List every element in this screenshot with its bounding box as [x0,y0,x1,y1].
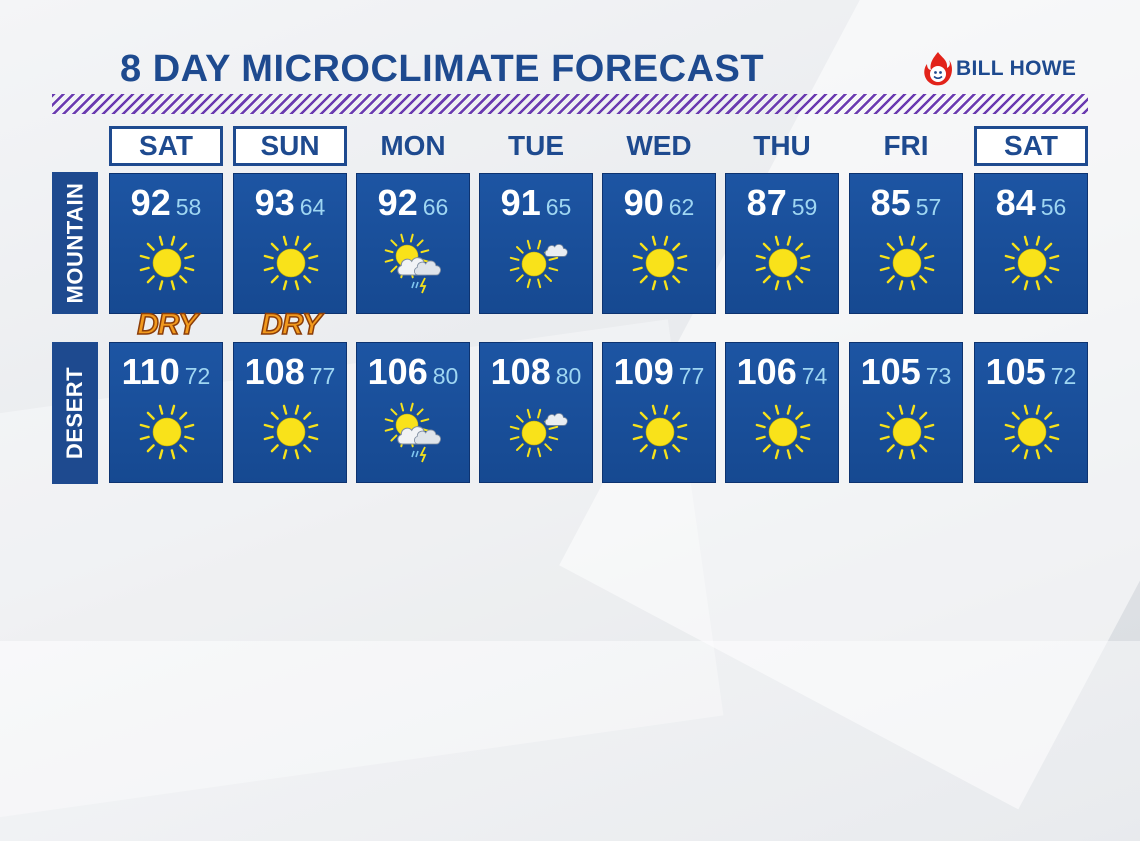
high-temp: 108 [244,351,305,392]
low-temp: 56 [1040,194,1067,220]
high-temp: 92 [377,182,418,223]
forecast-card-mountain: 92 66 [356,173,470,314]
sunny-icon [879,235,935,291]
low-temp: 77 [678,363,705,389]
day-header-mon: MON [380,130,446,161]
day-header-sat: SAT [974,126,1088,166]
low-temp: 74 [801,363,828,389]
low-temp: 66 [422,194,449,220]
sunny-icon [755,404,811,460]
high-temp: 105 [860,351,921,392]
temperature-pair: 91 65 [480,182,592,224]
mostly-sunny-icon [509,408,568,458]
thunderstorm-icon [384,402,441,463]
decorative-stripe [52,94,1088,114]
temperature-pair: 92 66 [357,182,469,224]
forecast-card-mountain: 85 57 [849,173,963,314]
forecast-card-desert: 106 80 [356,342,470,483]
sunny-icon [879,404,935,460]
low-temp: 62 [668,194,695,220]
high-temp: 91 [500,182,541,223]
day-header-thu: THU [753,130,811,161]
high-temp: 92 [130,182,171,223]
flame-mascot-icon [924,52,952,86]
forecast-card-desert: 106 74 [725,342,839,483]
sunny-icon [632,404,688,460]
high-temp: 85 [870,182,911,223]
low-temp: 64 [299,194,326,220]
row-label-mountain: MOUNTAIN [52,172,98,314]
high-temp: 106 [367,351,428,392]
temperature-pair: 93 64 [234,182,346,224]
forecast-card-mountain: 92 58 [109,173,223,314]
temperature-pair: 105 73 [850,351,962,393]
forecast-card-mountain: 87 59 [725,173,839,314]
forecast-card-mountain: 91 65 [479,173,593,314]
high-temp: 84 [995,182,1036,223]
temperature-pair: 92 58 [110,182,222,224]
forecast-card-desert: 105 72 [974,342,1088,483]
forecast-card-desert: 109 77 [602,342,716,483]
sunny-icon [263,235,319,291]
low-temp: 80 [555,363,582,389]
high-temp: 109 [613,351,674,392]
sunny-icon [755,235,811,291]
temperature-pair: 108 80 [480,351,592,393]
high-temp: 93 [254,182,295,223]
mostly-sunny-icon [509,239,568,289]
dry-label: DRY [136,308,198,341]
sunny-icon [1004,235,1060,291]
temperature-pair: 84 56 [975,182,1087,224]
low-temp: 72 [1050,363,1077,389]
sponsor-name: BILL HOWE [956,57,1077,80]
high-temp: 90 [623,182,664,223]
day-header-wed: WED [626,130,692,161]
low-temp: 77 [309,363,336,389]
temperature-pair: 85 57 [850,182,962,224]
low-temp: 59 [791,194,818,220]
thunderstorm-icon [384,233,441,294]
sunny-icon [263,404,319,460]
high-temp: 110 [121,351,180,392]
forecast-card-desert: 105 73 [849,342,963,483]
temperature-pair: 106 74 [726,351,838,393]
sunny-icon [139,404,195,460]
temperature-pair: 90 62 [603,182,715,224]
temperature-pair: 106 80 [357,351,469,393]
day-header-tue: TUE [508,130,564,161]
temperature-pair: 109 77 [603,351,715,393]
low-temp: 57 [915,194,942,220]
sunny-icon [632,235,688,291]
forecast-card-mountain: 84 56 [974,173,1088,314]
row-label-desert: DESERT [52,342,98,484]
forecast-card-desert: 108 77 [233,342,347,483]
high-temp: 106 [736,351,797,392]
low-temp: 72 [184,363,211,389]
sunny-icon [139,235,195,291]
page-title: 8 DAY MICROCLIMATE FORECAST [120,48,765,90]
low-temp: 65 [545,194,572,220]
forecast-card-mountain: 90 62 [602,173,716,314]
low-temp: 73 [925,363,952,389]
temperature-pair: 105 72 [975,351,1087,393]
high-temp: 87 [746,182,787,223]
forecast-card-desert: 110 72 [109,342,223,483]
temperature-pair: 110 72 [110,351,222,393]
forecast-card-desert: 108 80 [479,342,593,483]
sponsor-logo: BILL HOWE [922,50,1076,88]
high-temp: 105 [985,351,1046,392]
sunny-icon [1004,404,1060,460]
day-header-fri: FRI [883,130,929,161]
dry-label: DRY [260,308,322,341]
low-temp: 80 [432,363,459,389]
low-temp: 58 [175,194,202,220]
high-temp: 108 [490,351,551,392]
day-header-sun: SUN [233,126,347,166]
day-header-sat: SAT [109,126,223,166]
temperature-pair: 108 77 [234,351,346,393]
temperature-pair: 87 59 [726,182,838,224]
forecast-card-mountain: 93 64 [233,173,347,314]
